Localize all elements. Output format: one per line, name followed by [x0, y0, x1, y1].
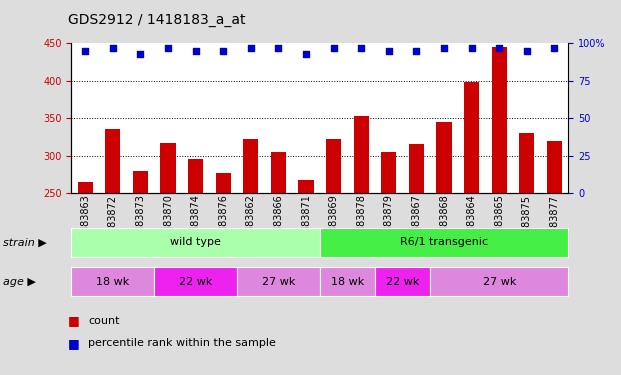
Point — [494, 45, 504, 51]
Bar — [78, 182, 93, 193]
Bar — [547, 141, 562, 193]
Bar — [353, 116, 369, 193]
Text: 18 wk: 18 wk — [331, 277, 364, 287]
Bar — [271, 152, 286, 193]
Text: GDS2912 / 1418183_a_at: GDS2912 / 1418183_a_at — [68, 13, 246, 27]
Bar — [464, 82, 479, 193]
Text: 27 wk: 27 wk — [483, 277, 516, 287]
Bar — [215, 173, 231, 193]
Text: 22 wk: 22 wk — [179, 277, 212, 287]
Bar — [188, 159, 203, 193]
Point — [191, 48, 201, 54]
Text: age ▶: age ▶ — [3, 277, 36, 287]
Text: wild type: wild type — [170, 237, 221, 248]
Point — [163, 45, 173, 51]
Bar — [409, 144, 424, 193]
Point — [356, 45, 366, 51]
Point — [108, 45, 118, 51]
Bar — [133, 171, 148, 193]
Text: strain ▶: strain ▶ — [3, 237, 47, 248]
Point — [329, 45, 338, 51]
Point — [135, 51, 145, 57]
Bar — [160, 143, 176, 193]
Bar — [437, 122, 451, 193]
Bar — [71, 193, 568, 343]
Text: 18 wk: 18 wk — [96, 277, 129, 287]
Point — [412, 48, 422, 54]
Point — [246, 45, 256, 51]
Bar — [299, 180, 314, 193]
Point — [522, 48, 532, 54]
Point — [80, 48, 90, 54]
Bar — [105, 129, 120, 193]
Bar — [381, 152, 396, 193]
Bar — [519, 133, 535, 193]
Bar — [326, 139, 341, 193]
Point — [384, 48, 394, 54]
Text: 27 wk: 27 wk — [261, 277, 295, 287]
Point — [273, 45, 283, 51]
Text: ■: ■ — [68, 337, 80, 350]
Text: ■: ■ — [68, 314, 80, 327]
Point — [218, 48, 228, 54]
Text: percentile rank within the sample: percentile rank within the sample — [88, 338, 276, 348]
Text: R6/1 transgenic: R6/1 transgenic — [400, 237, 488, 248]
Bar — [243, 139, 258, 193]
Text: count: count — [88, 316, 120, 326]
Bar — [492, 47, 507, 193]
Point — [466, 45, 476, 51]
Point — [301, 51, 311, 57]
Text: 22 wk: 22 wk — [386, 277, 419, 287]
Point — [439, 45, 449, 51]
Point — [550, 45, 560, 51]
